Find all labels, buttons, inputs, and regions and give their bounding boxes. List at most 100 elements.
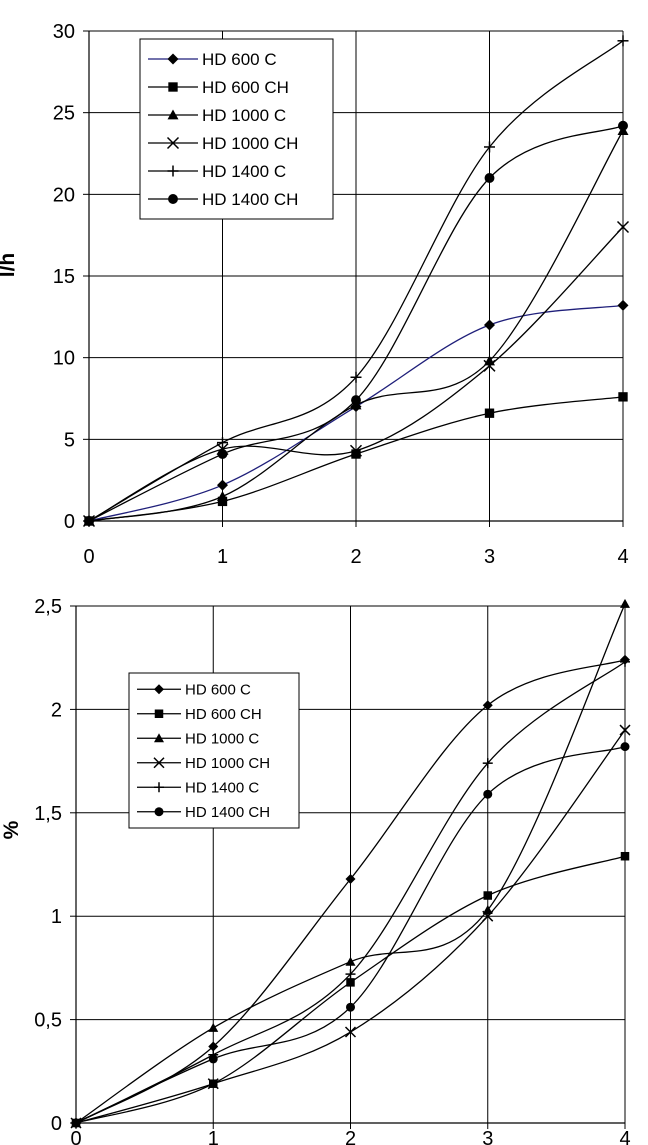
c1-data-point (620, 851, 630, 861)
c0-data-point (350, 371, 362, 383)
c0-x-tick-label: 3 (484, 546, 495, 568)
c0-legend-label: HD 600 C (202, 50, 277, 69)
c1-data-point (208, 1022, 219, 1032)
c0-legend-label: HD 1000 C (202, 106, 286, 125)
c1-y-tick-label: 0,5 (34, 1010, 62, 1032)
c0-x-tick-label: 4 (617, 546, 628, 568)
c1-data-point (345, 873, 356, 884)
c1-legend-marker (154, 709, 164, 718)
c0-data-point (617, 299, 629, 311)
c0-data-point (616, 220, 630, 234)
c0-series-line (88, 125, 624, 522)
c1-data-point (345, 969, 356, 980)
c1-y-tick-label: 1 (51, 906, 62, 928)
c0-legend-marker (166, 136, 180, 150)
c0-data-point (217, 449, 228, 459)
c0-data-point (217, 491, 228, 501)
c1-legend-label: HD 1000 CH (185, 755, 270, 772)
c1-legend-label: HD 600 CH (185, 706, 262, 723)
c0-series-hd-1400-c (83, 35, 629, 527)
c1-series-line (75, 746, 626, 1124)
c1-legend-label: HD 600 C (185, 682, 251, 699)
c1-x-tick-label: 0 (70, 1128, 81, 1145)
c0-series-line (88, 40, 624, 522)
c0-data-point (349, 444, 363, 457)
c1-series-line (75, 661, 626, 1124)
c0-legend-marker (168, 82, 178, 92)
c1-data-point (483, 891, 492, 900)
c0-x-tick-label: 1 (217, 546, 228, 568)
c1-data-point (71, 1118, 81, 1128)
c1-data-point (620, 598, 630, 608)
c1-data-point (482, 700, 493, 711)
c0-data-point (217, 496, 228, 507)
c0-data-point (618, 392, 628, 402)
c0-y-tick-label: 20 (53, 184, 75, 206)
c0-y-tick-label: 25 (53, 103, 75, 125)
c0-legend-label: HD 1400 C (202, 162, 286, 181)
c0-y-tick-label: 30 (53, 21, 75, 43)
c1-legend-marker (154, 684, 164, 695)
c0-y-tick-label: 15 (53, 266, 75, 288)
c0-data-point (217, 437, 228, 449)
c1-legend-marker (154, 782, 164, 793)
c1-series-line (75, 603, 626, 1124)
c1-series-hd-1400-ch (71, 742, 630, 1128)
c1-data-point (483, 789, 493, 799)
c0-series-hd-1400-ch (84, 120, 628, 526)
c1-legend-label: HD 1400 CH (185, 804, 270, 821)
c1-data-point (482, 758, 493, 769)
c1-y-tick-label: 2 (51, 699, 62, 721)
c0-data-point (484, 408, 495, 418)
c1-data-point (619, 724, 631, 736)
c0-legend: HD 600 C HD 600 CH HD 1000 C HD 1000 CH HD 1… (139, 38, 334, 220)
c0-y-tick-label: 0 (64, 511, 75, 533)
c0-data-point (484, 173, 495, 183)
c0-data-point (351, 449, 361, 459)
c1-data-point (208, 1041, 219, 1052)
c0-legend-marker (167, 165, 179, 177)
c1-legend-label: HD 1400 C (185, 780, 259, 797)
c0-x-tick-label: 0 (83, 546, 94, 568)
c1-y-tick-label: 1,5 (34, 803, 62, 825)
c0-x-tick-label: 2 (350, 546, 361, 568)
c0-y-axis-label: l/h (0, 253, 19, 278)
c1-data-point (482, 910, 494, 922)
c1-legend-box (128, 672, 300, 829)
c0-legend-label: HD 1400 CH (202, 190, 298, 209)
c0-series-line (88, 130, 624, 522)
c1-y-axis-label: % (0, 820, 23, 839)
c0-legend-marker (168, 194, 178, 204)
c0-legend-label: HD 1000 CH (202, 134, 298, 153)
c1-y-tick-label: 2,5 (34, 596, 62, 618)
c1-data-point (346, 1002, 355, 1012)
c1-data-point (207, 1078, 219, 1090)
c0-data-point (84, 516, 94, 526)
c1-series-line (75, 729, 626, 1124)
c1-data-point (482, 904, 493, 914)
c1-data-point (344, 1026, 357, 1038)
c1-x-tick-label: 2 (345, 1128, 356, 1145)
c1-legend-label: HD 1000 C (185, 731, 259, 748)
c0-data-point (351, 395, 361, 406)
c0-data-point (484, 319, 495, 331)
c0-legend-marker (167, 53, 179, 65)
c1-data-point (345, 956, 356, 966)
c1-legend-marker (154, 733, 164, 743)
chart-percentage: 0 0,5 1 1,5 2 2,5 0 1 2 3 4% HD 600 C HD 600 CH HD 10… (0, 596, 631, 1145)
c1-data-point (346, 978, 355, 987)
c0-legend-marker (167, 109, 179, 120)
c0-legend-label: HD 600 CH (202, 78, 289, 97)
c1-x-tick-label: 4 (619, 1128, 630, 1145)
c1-data-point (208, 1054, 218, 1064)
c1-legend-marker (154, 807, 164, 817)
c0-y-tick-label: 10 (53, 348, 75, 370)
c0-y-tick-label: 5 (64, 429, 75, 451)
c1-data-point (620, 742, 630, 752)
c0-data-point (484, 141, 495, 153)
c1-x-tick-label: 3 (482, 1128, 493, 1145)
c0-data-point (618, 120, 628, 131)
c1-legend-marker (153, 757, 165, 769)
c1-data-point (620, 656, 630, 667)
